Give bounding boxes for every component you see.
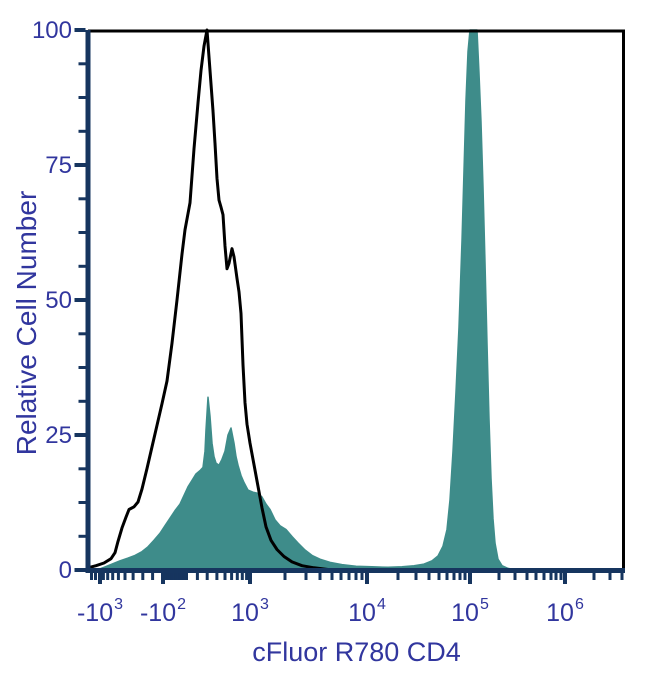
x-axis-title: cFluor R780 CD4 <box>252 637 461 667</box>
y-tick-label: 0 <box>59 557 72 584</box>
x-tick-label: -102 <box>140 596 186 627</box>
y-tick-label: 75 <box>45 152 72 179</box>
y-axis-title: Relative Cell Number <box>11 190 42 456</box>
y-tick-label: 100 <box>32 17 72 44</box>
x-tick-label: -103 <box>77 596 123 627</box>
series-open-black-histogram <box>86 28 342 572</box>
y-tick-label: 25 <box>45 422 72 449</box>
series-filled-teal-histogram <box>96 29 517 571</box>
x-tick-label: 105 <box>451 596 489 627</box>
x-tick-label: 104 <box>348 596 386 627</box>
x-tick-label: 103 <box>231 596 269 627</box>
y-tick-label: 50 <box>45 287 72 314</box>
x-tick-label: 106 <box>546 596 584 627</box>
